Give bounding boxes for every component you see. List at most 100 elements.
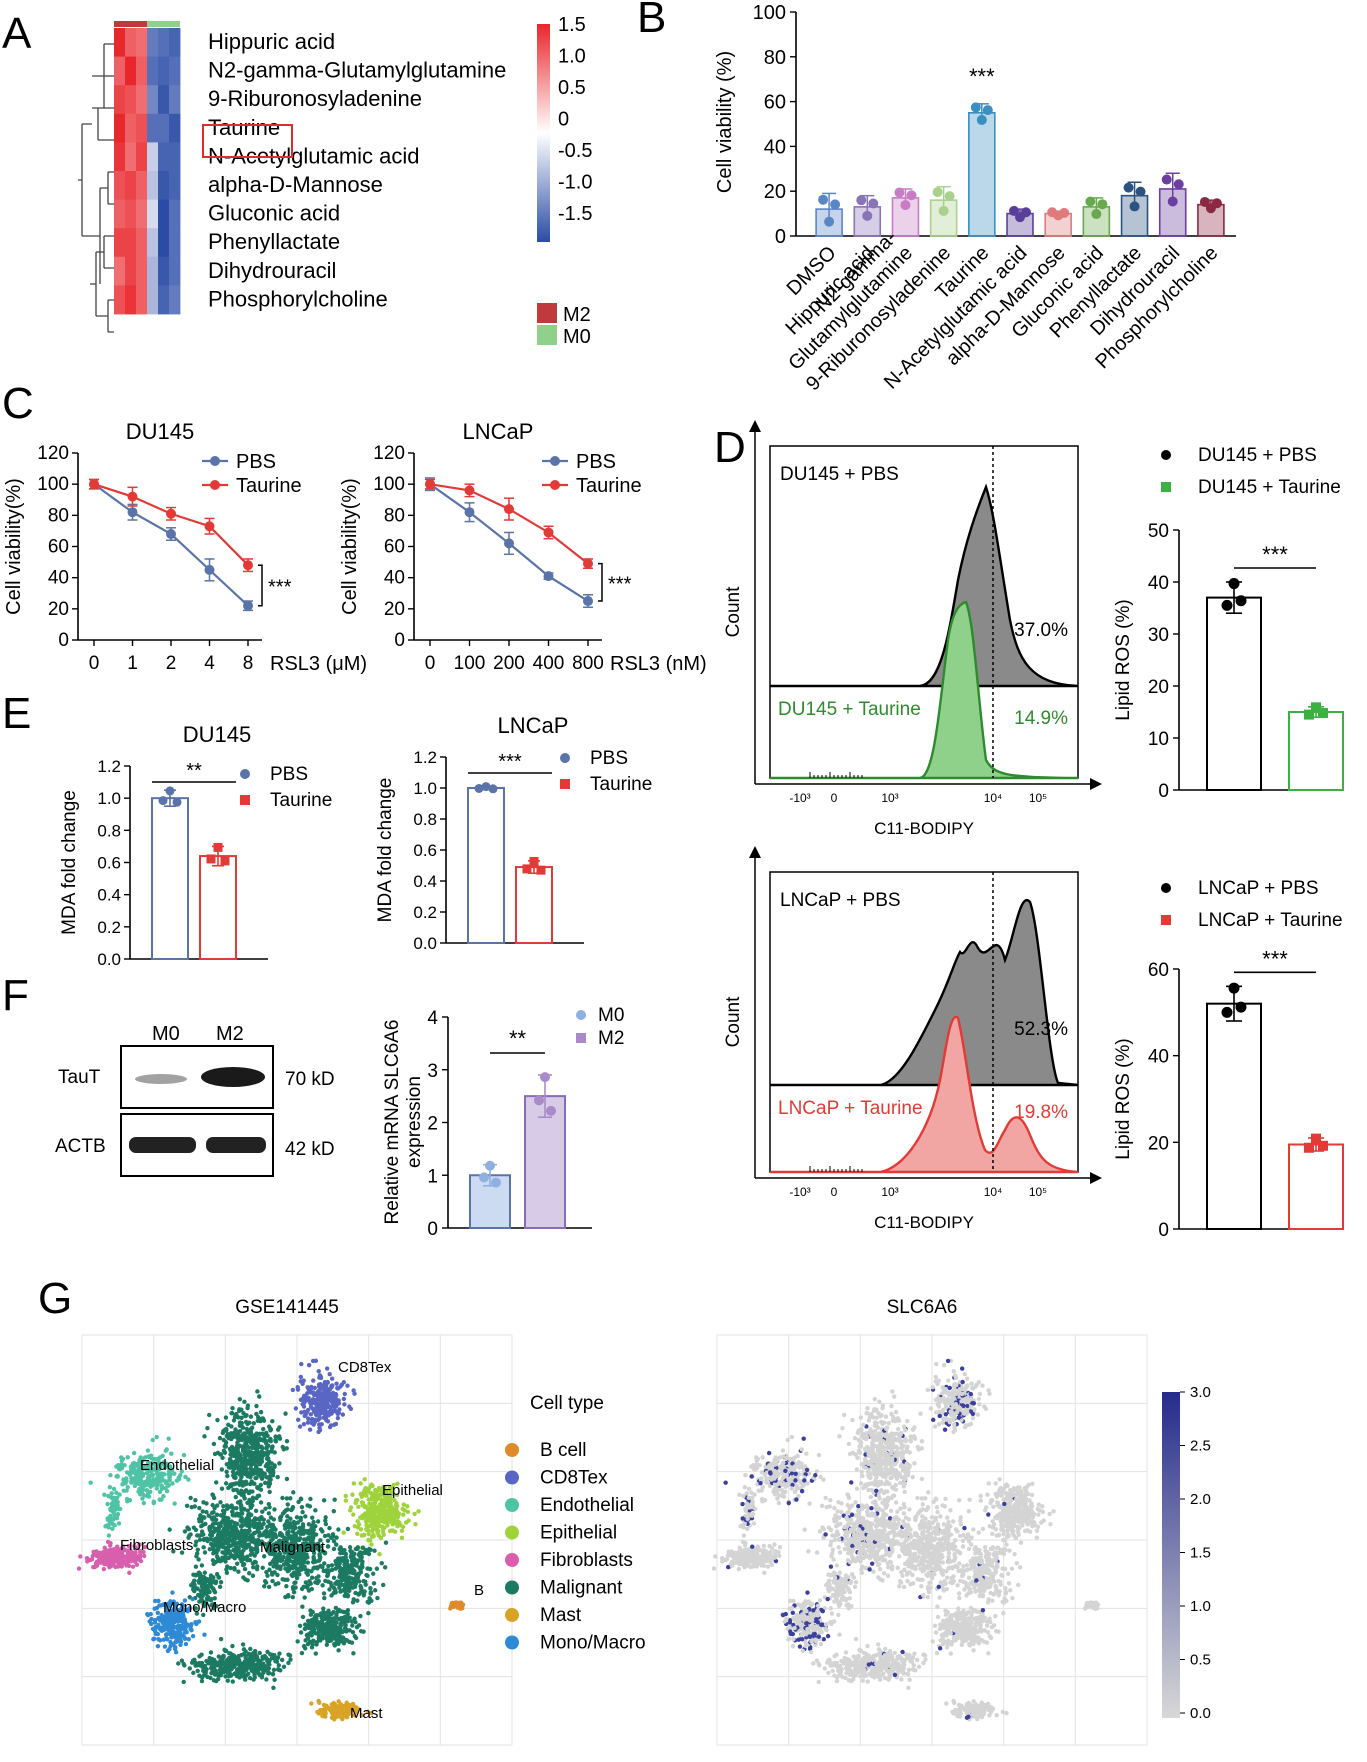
umap-cell-point xyxy=(268,1465,273,1471)
umap-cell-point xyxy=(277,1425,282,1430)
umap-cell-point xyxy=(390,1491,396,1497)
data-point xyxy=(243,600,253,611)
umap-cell-point xyxy=(235,1433,240,1439)
umap-cell-point xyxy=(268,1428,273,1433)
umap-cell-point xyxy=(262,1541,268,1547)
umap-cell-point xyxy=(377,1551,382,1557)
y-tick-label: 100 xyxy=(753,2,786,24)
umap-cell-point xyxy=(324,1636,330,1642)
umap-cell-point xyxy=(137,1481,143,1487)
significance-marker: *** xyxy=(268,576,292,598)
flow-x-tick-label: -10³ xyxy=(789,1185,810,1199)
umap-cell-point xyxy=(231,1418,237,1423)
umap-cell-point xyxy=(314,1401,319,1406)
umap-cell-point xyxy=(326,1616,332,1622)
umap-cell-point xyxy=(270,1671,276,1677)
umap-cell-point xyxy=(327,1525,332,1531)
panel-label-e: E xyxy=(2,689,31,738)
umap-cell-point xyxy=(315,1519,321,1524)
umap-cell-point xyxy=(255,1547,260,1552)
umap-cell-point xyxy=(191,1587,196,1593)
umap-cell-point xyxy=(345,1526,351,1532)
umap-cell-point xyxy=(112,1512,117,1518)
umap-cell-point xyxy=(251,1421,257,1426)
umap-cell-point xyxy=(366,1611,371,1616)
umap-cell-point xyxy=(255,1389,260,1394)
data-point xyxy=(1228,578,1240,590)
umap-cell-point xyxy=(311,1378,316,1383)
umap-cell-point xyxy=(214,1512,220,1517)
umap-cell-point xyxy=(327,1371,332,1377)
umap-cell-point xyxy=(361,1593,366,1598)
heatmap-cell xyxy=(147,28,159,57)
umap-cell-point xyxy=(303,1566,308,1572)
umap-cell-point xyxy=(157,1625,162,1631)
umap-cell-point xyxy=(932,1424,938,1429)
umap-cell-point xyxy=(220,1455,225,1461)
data-point xyxy=(1211,198,1222,209)
data-point xyxy=(1235,595,1247,607)
x-axis-label: RSL3 (nM) xyxy=(610,653,707,675)
umap-cell-point xyxy=(212,1589,218,1595)
data-point xyxy=(862,210,873,221)
umap-cell-point xyxy=(324,1391,330,1397)
umap-cell-point xyxy=(270,1418,275,1424)
flow-percent-control: 52.3% xyxy=(1014,1019,1068,1040)
umap-cell-point xyxy=(241,1672,246,1678)
umap-cell-point xyxy=(243,1471,248,1477)
umap-cell-point xyxy=(301,1421,307,1427)
flow-x-tick-label: 10⁵ xyxy=(1029,791,1047,805)
umap-cell-point xyxy=(179,1617,184,1622)
heatmap-cell xyxy=(114,228,126,258)
umap-cell-point xyxy=(320,1564,325,1570)
y-tick-label: 1 xyxy=(427,1166,438,1187)
umap-cell-point xyxy=(170,1626,175,1632)
umap-cell-point xyxy=(211,1547,216,1552)
umap-cell-point xyxy=(308,1608,313,1613)
umap-cell-point xyxy=(310,1397,316,1402)
umap-cell-point xyxy=(246,1571,252,1576)
umap-cell-point xyxy=(342,1622,348,1627)
significance-bracket xyxy=(598,562,603,602)
umap-cell-point xyxy=(378,1497,384,1502)
x-tick-label: 8 xyxy=(243,653,254,674)
umap-cell-point xyxy=(964,1376,970,1381)
umap-cell-point xyxy=(959,1399,964,1404)
umap-cell-point xyxy=(310,1524,315,1529)
umap-cell-point xyxy=(223,1415,229,1420)
umap-cell-point xyxy=(172,1634,177,1639)
umap-cell-point xyxy=(138,1553,143,1558)
umap-cell-point xyxy=(193,1543,198,1548)
umap-cell-point xyxy=(947,1420,953,1425)
data-point xyxy=(536,865,546,875)
umap-cell-point xyxy=(304,1409,310,1415)
bar xyxy=(1288,711,1344,791)
umap-cell-point xyxy=(951,1429,956,1435)
umap-cell-point xyxy=(284,1584,289,1589)
umap-cell-point xyxy=(254,1403,259,1409)
umap-cell-point xyxy=(166,1436,171,1441)
umap-cell-point xyxy=(975,1412,981,1417)
umap-cell-point xyxy=(353,1559,358,1564)
umap-cell-point xyxy=(354,1563,359,1568)
heatmap-panel: Hippuric acidN2-gamma-Glutamylglutamine9… xyxy=(78,14,592,348)
heatmap-cell xyxy=(125,199,137,229)
umap-cell-point xyxy=(252,1438,258,1443)
umap-cell-point xyxy=(399,1528,405,1534)
umap-cell-point xyxy=(196,1516,202,1522)
umap-cell-point xyxy=(184,1503,190,1509)
umap-cell-point xyxy=(254,1475,259,1481)
umap-cell-point xyxy=(111,1486,117,1492)
umap-cell-point xyxy=(351,1512,356,1517)
heatmap-cell xyxy=(136,199,148,229)
umap-cell-point xyxy=(397,1520,402,1525)
umap-cell-point xyxy=(152,1478,158,1484)
umap-cell-point xyxy=(310,1515,315,1520)
data-point xyxy=(1091,209,1102,220)
flow-x-tick-label: 10⁴ xyxy=(984,1185,1003,1199)
umap-cell-point xyxy=(936,1404,942,1409)
umap-cell-point xyxy=(239,1415,244,1420)
umap-cell-point xyxy=(209,1524,215,1529)
legend-title: Cell type xyxy=(530,1393,604,1414)
